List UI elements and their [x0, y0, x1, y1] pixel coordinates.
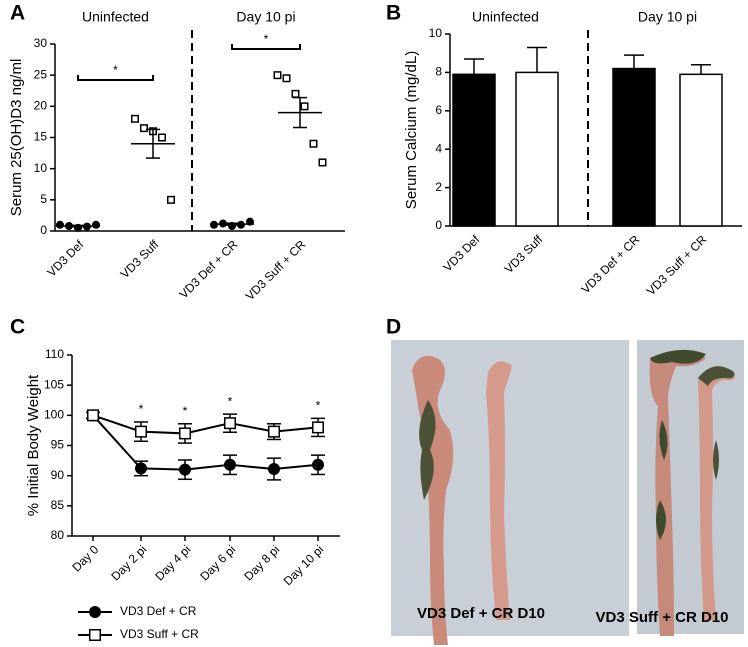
bar: [452, 73, 496, 227]
marker: [167, 195, 175, 204]
legend-marker: [89, 606, 101, 618]
marker: [309, 139, 318, 148]
y-tick-label: 6: [435, 103, 442, 117]
marker: [179, 463, 191, 476]
y-tick-label: 4: [435, 141, 442, 155]
x-tick-label: VD3 Suff: [502, 232, 546, 276]
y-tick-label: 95: [51, 438, 65, 452]
marker: [312, 421, 324, 434]
marker: [268, 463, 280, 476]
y-tick-label: 10: [429, 26, 443, 40]
x-tick-label: VD3 Suff + CR: [644, 232, 710, 298]
photo-caption: VD3 Def + CR D10: [417, 605, 545, 622]
marker: [318, 158, 327, 167]
specimen: [650, 349, 706, 540]
y-tick-label: 15: [34, 130, 48, 144]
significance-bracket: [77, 75, 154, 81]
panel-letter: B: [386, 2, 401, 25]
y-tick-label: 110: [45, 347, 64, 361]
marker: [224, 417, 236, 430]
y-tick-label: 85: [51, 498, 65, 512]
photo-panel: VD3 Def + CR D10 VD3 Suff + CR D10 D: [386, 316, 744, 645]
x-tick-label: VD3 Def: [44, 237, 86, 279]
group-label: Day 10 pi: [236, 9, 295, 25]
marker: [268, 425, 280, 438]
y-tick-label: 100: [44, 408, 64, 422]
x-tick-label: VD3 Def + CR: [176, 237, 240, 301]
legend-label: VD3 Def + CR: [120, 604, 197, 618]
marker: [291, 89, 300, 98]
y-axis-label: Serum 25(OH)D3 ng/ml: [8, 59, 25, 217]
x-tick-label: Day 0: [69, 542, 101, 574]
x-tick-label: VD3 Def: [440, 232, 482, 274]
y-tick-label: 30: [34, 36, 48, 50]
bar: [515, 71, 559, 227]
specimen: [649, 351, 706, 636]
group-label: Uninfected: [82, 9, 149, 25]
y-axis-label: Serum Calcium (mg/dL): [403, 51, 420, 209]
marker: [135, 462, 147, 475]
y-tick-label: 90: [51, 468, 65, 482]
group-label: Day 10 pi: [638, 9, 697, 25]
x-tick-label: Day 8 pi: [241, 542, 282, 583]
x-tick-label: Day 2 pi: [108, 542, 149, 583]
x-tick-label: Day 6 pi: [197, 542, 238, 583]
photo-caption: VD3 Suff + CR D10: [596, 609, 729, 626]
legend-marker: [89, 629, 101, 641]
marker: [135, 425, 147, 438]
y-tick-label: 0: [40, 223, 47, 237]
marker: [158, 133, 166, 142]
marker: [312, 458, 324, 471]
y-tick-label: 8: [435, 65, 442, 79]
specimen: [486, 361, 512, 620]
panel-letter: A: [10, 2, 25, 25]
x-tick-label: Day 10 pi: [281, 542, 327, 588]
significance-label: *: [183, 404, 188, 418]
marker: [224, 458, 236, 471]
x-tick-label: Day 4 pi: [152, 542, 193, 583]
group-label: Uninfected: [472, 9, 539, 25]
y-axis-label: % Initial Body Weight: [25, 374, 42, 516]
panel-letter: D: [386, 316, 401, 339]
marker: [300, 102, 309, 111]
x-tick-label: VD3 Suff: [118, 237, 162, 281]
specimen: [698, 366, 735, 480]
panel-letter: C: [10, 316, 25, 339]
significance-label: *: [113, 63, 118, 77]
marker: [56, 220, 64, 229]
series-line: [92, 414, 319, 471]
significance-label: *: [264, 32, 269, 46]
marker: [282, 74, 291, 83]
y-tick-label: 5: [40, 192, 47, 206]
marker: [92, 220, 100, 229]
specimen: [698, 366, 735, 620]
significance-label: *: [139, 402, 144, 416]
series-line: [92, 414, 319, 435]
marker: [179, 427, 191, 440]
marker: [87, 409, 99, 422]
marker: [131, 114, 139, 123]
y-tick-label: 10: [34, 161, 48, 175]
bar: [612, 67, 656, 227]
y-tick-label: 0: [435, 218, 442, 232]
significance-label: *: [228, 394, 233, 408]
y-tick-label: 20: [34, 99, 48, 113]
significance-label: *: [316, 399, 321, 413]
x-tick-label: VD3 Def + CR: [578, 232, 642, 296]
y-tick-label: 80: [51, 528, 65, 542]
y-tick-label: 2: [435, 180, 442, 194]
marker: [140, 124, 148, 133]
y-tick-label: 25: [34, 67, 48, 81]
marker: [273, 71, 282, 80]
specimen: [419, 400, 436, 500]
significance-bracket: [231, 44, 301, 50]
x-tick-label: VD3 Suff + CR: [243, 237, 309, 303]
legend-label: VD3 Suff + CR: [120, 627, 199, 641]
y-tick-label: 105: [44, 377, 64, 391]
bar: [679, 73, 723, 227]
